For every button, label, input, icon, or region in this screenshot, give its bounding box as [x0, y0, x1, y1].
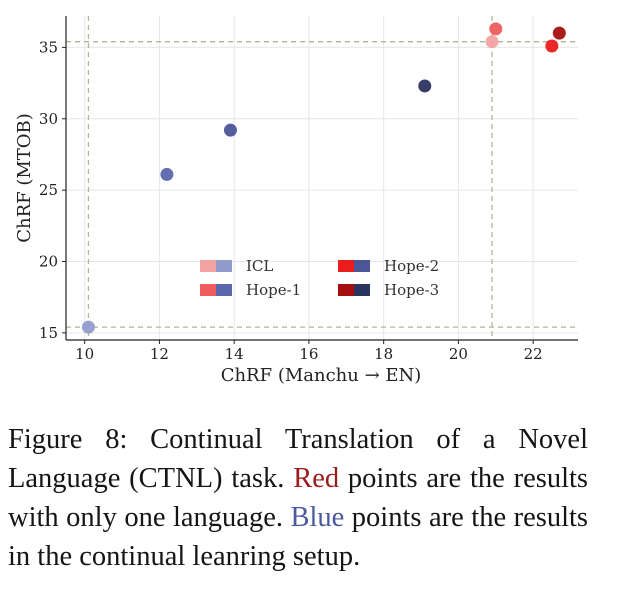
- data-point-hope-1-blue: [160, 167, 174, 181]
- y-tick-label: 30: [39, 110, 58, 128]
- legend-label: Hope-1: [246, 281, 301, 299]
- legend-entry-hope-1: Hope-1: [200, 281, 301, 299]
- y-axis-label: ChRF (MTOB): [14, 113, 35, 243]
- x-tick-label: 18: [374, 345, 393, 363]
- x-tick-label: 16: [299, 345, 318, 363]
- y-tick-label: 35: [39, 38, 58, 56]
- figure-caption: Figure 8: Continual Translation of a Nov…: [8, 420, 588, 576]
- axes: [62, 16, 578, 344]
- legend-swatch-blue: [354, 284, 370, 296]
- data-point-hope-2-red: [545, 39, 559, 53]
- data-point-hope-3-red: [552, 26, 566, 40]
- reference-lines: [66, 16, 578, 340]
- legend-swatch-blue: [216, 284, 232, 296]
- caption-blue-word: Blue: [290, 502, 345, 533]
- caption-middle: points are the results with only one lan…: [8, 463, 588, 533]
- x-tick-label: 22: [524, 345, 543, 363]
- data-point-icl-red: [485, 35, 499, 49]
- legend-swatch-blue: [216, 260, 232, 272]
- data-points: [81, 22, 566, 334]
- legend-label: ICL: [246, 257, 273, 275]
- legend-swatch-red: [338, 260, 354, 272]
- grid: [66, 16, 578, 340]
- legend-swatch-red: [338, 284, 354, 296]
- x-tick-label: 14: [225, 345, 244, 363]
- data-point-icl-blue: [81, 320, 95, 334]
- legend: ICL Hope-1 Hope-2 Hope-3: [200, 257, 439, 299]
- y-tick-label: 25: [39, 181, 58, 199]
- caption-suffix: points are the results in the continual …: [8, 502, 588, 572]
- caption-prefix: Figure 8: Continual Translation of a Nov…: [8, 424, 588, 494]
- legend-swatch-red: [200, 284, 216, 296]
- data-point-hope-2-blue: [223, 123, 237, 137]
- legend-swatch-red: [200, 260, 216, 272]
- x-tick-label: 12: [150, 345, 169, 363]
- data-point-hope-3-blue: [418, 79, 432, 93]
- scatter-chart: 10 12 14 16 18 20 22 15 20 25 30 35 ICL Hope-1 Hope-2…: [14, 16, 578, 386]
- tick-labels: 10 12 14 16 18 20 22 15 20 25 30 35: [39, 38, 543, 363]
- legend-entry-icl: ICL: [200, 257, 273, 275]
- legend-entry-hope-3: Hope-3: [338, 281, 439, 299]
- caption-red-word: Red: [293, 463, 340, 494]
- data-point-hope-1-red: [489, 22, 503, 36]
- x-axis-label: ChRF (Manchu → EN): [221, 365, 422, 386]
- legend-swatch-blue: [354, 260, 370, 272]
- legend-label: Hope-2: [384, 257, 439, 275]
- y-tick-label: 20: [39, 252, 58, 270]
- x-tick-label: 10: [75, 345, 94, 363]
- legend-entry-hope-2: Hope-2: [338, 257, 439, 275]
- legend-label: Hope-3: [384, 281, 439, 299]
- y-tick-label: 15: [39, 324, 58, 342]
- x-tick-label: 20: [449, 345, 468, 363]
